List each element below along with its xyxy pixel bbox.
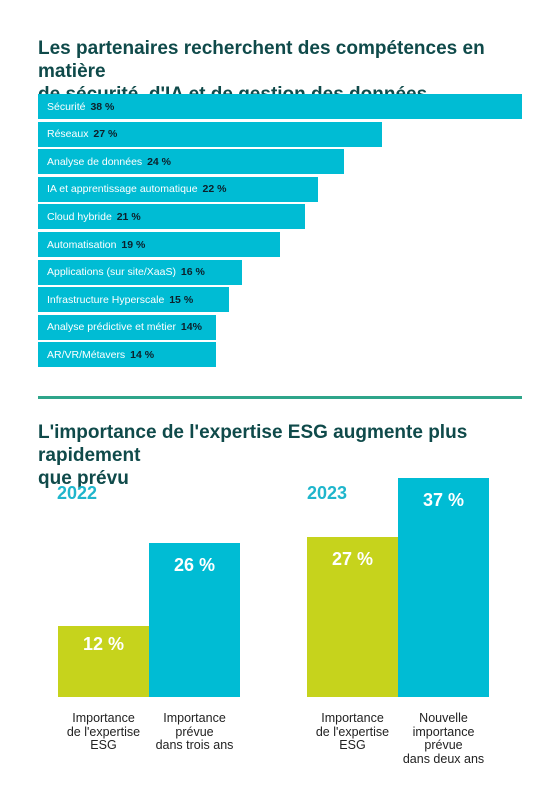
category-label: AR/VR/Métavers bbox=[47, 348, 126, 361]
bar-2022-1: 12 % bbox=[58, 625, 149, 697]
bar-label: Automatisation 19 % bbox=[47, 239, 145, 251]
section-divider bbox=[38, 396, 522, 399]
value-label: 22 % bbox=[202, 183, 227, 196]
category-label: Importance de l'expertise ESG bbox=[315, 711, 390, 752]
year-label-2023: 2023 bbox=[307, 483, 348, 503]
category-label: Importance de l'expertise ESG bbox=[66, 711, 141, 752]
bar-10: AR/VR/Métavers 14 % bbox=[38, 342, 217, 368]
bar-8: Infrastructure Hyperscale 15 % bbox=[38, 287, 230, 313]
value-label: 15 % bbox=[169, 293, 194, 306]
bar-4: IA et apprentissage automatique 22 % bbox=[38, 176, 319, 202]
bar-1: Sécurité 38 % bbox=[38, 94, 522, 119]
category-label: Analyse de données bbox=[47, 155, 143, 168]
bar-label: Cloud hybride 21 % bbox=[47, 211, 141, 223]
category-label: Sécurité bbox=[47, 100, 86, 113]
bar-label: IA et apprentissage automatique 22 % bbox=[47, 183, 226, 195]
category-label: Réseaux bbox=[47, 128, 89, 141]
value-label: 37 % bbox=[422, 490, 465, 510]
bar-5: Cloud hybride 21 % bbox=[38, 204, 306, 230]
value-label: 19 % bbox=[121, 238, 146, 251]
category-label: Analyse prédictive et métier bbox=[47, 321, 176, 334]
bar-2022-2: 26 % bbox=[149, 543, 240, 697]
esg-chart-title: L'importance de l'expertise ESG augmente… bbox=[38, 422, 468, 489]
bar-7: Applications (sur site/XaaS) 16 % bbox=[38, 259, 242, 285]
value-label: 12 % bbox=[82, 633, 125, 654]
bar-label: Applications (sur site/XaaS) 16 % bbox=[47, 266, 205, 278]
category-label: Nouvelle importance prévue dans deux ans bbox=[402, 711, 485, 766]
value-label: 16 % bbox=[180, 266, 205, 279]
category-label: Cloud hybride bbox=[47, 210, 112, 223]
value-label: 27 % bbox=[93, 128, 118, 141]
bar-label: AR/VR/Métavers 14 % bbox=[47, 349, 154, 361]
value-label: 21 % bbox=[116, 210, 141, 223]
bar-2: Réseaux 27 % bbox=[38, 121, 382, 147]
bar-label: Analyse prédictive et métier 14% bbox=[47, 321, 202, 333]
category-label: Applications (sur site/XaaS) bbox=[47, 266, 176, 279]
value-label: 14% bbox=[180, 321, 202, 334]
category-label: IA et apprentissage automatique bbox=[47, 183, 198, 196]
bar-2023-2: 37 % bbox=[398, 478, 489, 697]
bar-2023-1: 27 % bbox=[307, 537, 398, 697]
value-label: 26 % bbox=[173, 555, 216, 576]
bar-label: Analyse de données 24 % bbox=[47, 156, 171, 168]
bar-9: Analyse prédictive et métier 14% bbox=[38, 314, 217, 340]
value-label: 38 % bbox=[90, 100, 115, 113]
category-label: Automatisation bbox=[47, 238, 117, 251]
bar-6: Automatisation 19 % bbox=[38, 232, 280, 257]
value-label: 24 % bbox=[147, 155, 172, 168]
bar-label: Sécurité 38 % bbox=[47, 101, 114, 113]
skills-bar-chart: Sécurité 38 % Réseaux 27 % Analyse de donn… bbox=[38, 94, 522, 374]
bar-label: Réseaux 27 % bbox=[47, 128, 117, 140]
category-label: Infrastructure Hyperscale bbox=[47, 293, 165, 306]
year-label-2022: 2022 bbox=[57, 483, 98, 503]
value-label: 14 % bbox=[130, 348, 155, 361]
bar-label: Infrastructure Hyperscale 15 % bbox=[47, 294, 193, 306]
bar-3: Analyse de données 24 % bbox=[38, 149, 344, 175]
value-label: 27 % bbox=[331, 549, 374, 570]
category-label: Importance prévue dans trois ans bbox=[155, 711, 234, 752]
